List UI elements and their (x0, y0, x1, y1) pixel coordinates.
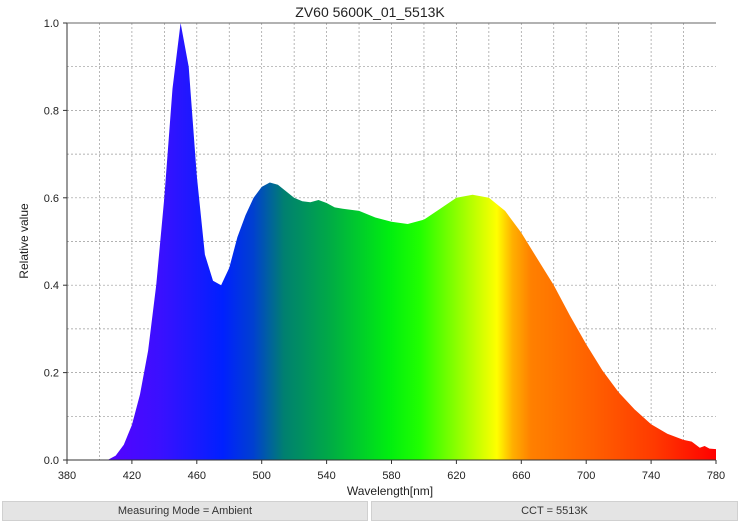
measuring-mode-panel: Measuring Mode = Ambient (2, 501, 368, 521)
x-tick-label: 500 (253, 470, 271, 482)
y-tick-label: 1.0 (44, 18, 59, 30)
cct-panel: CCT = 5513K (371, 501, 738, 521)
x-tick-label: 620 (447, 470, 465, 482)
chart-title: ZV60 5600K_01_5513K (295, 4, 445, 20)
x-tick-label: 780 (707, 470, 725, 482)
x-tick-label: 580 (382, 470, 400, 482)
axes: 380 420 460 500 540 580 620 660 700 740 780 0.0 0.2 0… (44, 18, 725, 482)
x-tick-label: 420 (123, 470, 141, 482)
y-tick-label: 0.0 (44, 455, 59, 467)
y-tick-label: 0.4 (44, 280, 59, 292)
y-tick-label: 0.6 (44, 193, 59, 205)
y-tick-label: 0.8 (44, 105, 59, 117)
x-tick-label: 380 (58, 470, 76, 482)
x-tick-label: 660 (512, 470, 530, 482)
x-tick-label: 700 (577, 470, 595, 482)
y-tick-label: 0.2 (44, 368, 59, 380)
spectrum-area (99, 23, 716, 460)
spectrum-chart: 380 420 460 500 540 580 620 660 700 740 780 0.0 0.2 0… (17, 4, 725, 498)
y-axis-label: Relative value (17, 203, 31, 279)
x-axis-label: Wavelength[nm] (347, 484, 433, 498)
x-tick-label: 460 (188, 470, 206, 482)
x-tick-label: 540 (317, 470, 335, 482)
x-tick-label: 740 (642, 470, 660, 482)
